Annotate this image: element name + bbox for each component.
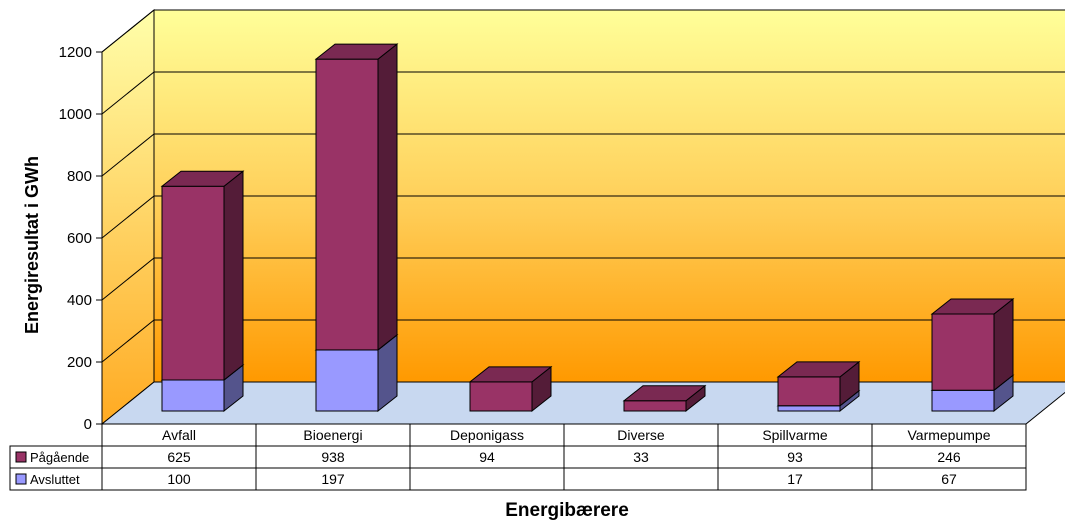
bar-side <box>993 297 1014 392</box>
table-cell: 17 <box>787 471 803 487</box>
table-row <box>9 445 1027 469</box>
category-label: Diverse <box>617 427 665 443</box>
y-axis: 0 200 400 600 800 1000 1200 <box>59 44 103 433</box>
bar-front <box>161 379 225 412</box>
bar-top <box>776 361 861 378</box>
bar-segment <box>776 360 861 407</box>
data-table: Pågående 625 938 94 33 93 246 Avsluttet 100 197 17… <box>9 423 1027 491</box>
gridline <box>101 133 1065 177</box>
bar-segment <box>930 297 1015 392</box>
category-label: Deponigass <box>450 427 524 443</box>
bar-top <box>314 43 399 60</box>
bar-segment <box>314 43 399 351</box>
category-label: Avfall <box>162 427 196 443</box>
bar-front <box>315 58 379 351</box>
floor-plane <box>100 381 1065 425</box>
gridline <box>101 9 1065 53</box>
table-cell: 938 <box>321 449 345 465</box>
y-axis-title: Energiresultat i GWh <box>22 156 42 334</box>
bar-front <box>469 381 533 412</box>
y-tick-label: 600 <box>67 230 92 247</box>
bar-front <box>315 349 379 412</box>
legend-key <box>15 473 27 485</box>
gridline <box>101 319 1065 363</box>
table-cell: 197 <box>321 471 345 487</box>
bars <box>160 43 1015 413</box>
category-label: Varmepumpe <box>907 427 990 443</box>
table-cell: 94 <box>479 449 495 465</box>
y-tick-label: 800 <box>67 168 92 185</box>
bar-segment <box>622 384 707 413</box>
bar-front <box>623 400 687 412</box>
bar-segment <box>468 365 553 413</box>
bar-segment <box>160 170 245 382</box>
x-axis-title: Energibærere <box>505 500 629 521</box>
legend-label: Avsluttet <box>30 472 80 487</box>
legend-label: Pågående <box>30 450 89 465</box>
legend-key <box>15 451 27 463</box>
y-tick-label: 0 <box>84 416 92 433</box>
bar-side <box>223 170 244 382</box>
bar-front <box>161 185 225 381</box>
y-tick-label: 1200 <box>59 44 92 61</box>
gridline <box>101 257 1065 301</box>
table-cell: 33 <box>633 449 649 465</box>
bar-front <box>777 405 841 412</box>
plot-floor <box>100 381 1065 425</box>
bar-front <box>777 376 841 407</box>
table-cell: 67 <box>941 471 957 487</box>
category-label: Bioenergi <box>303 427 362 443</box>
table-cell: 100 <box>167 471 191 487</box>
table-cell: 246 <box>937 449 961 465</box>
bar-top <box>468 366 553 383</box>
bar-front <box>931 389 995 412</box>
y-tick-label: 200 <box>67 354 92 371</box>
table-row <box>9 467 1027 491</box>
bar-side <box>377 43 398 351</box>
bar-top <box>930 298 1015 315</box>
bar-front <box>931 313 995 391</box>
category-label: Spillvarme <box>762 427 828 443</box>
gridline <box>101 71 1065 115</box>
bar-top <box>160 170 245 187</box>
gridlines <box>101 9 1065 363</box>
y-tick-label: 1000 <box>59 106 92 123</box>
gridline <box>101 195 1065 239</box>
table-cell: 93 <box>787 449 803 465</box>
table-cell: 625 <box>167 449 191 465</box>
bar-top <box>622 385 707 402</box>
y-tick-label: 400 <box>67 292 92 309</box>
